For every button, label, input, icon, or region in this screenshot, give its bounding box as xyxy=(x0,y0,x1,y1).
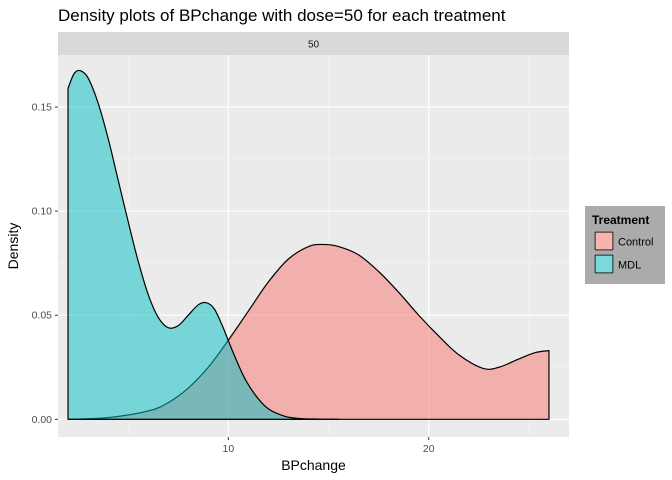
legend-swatch-mdl xyxy=(594,254,614,274)
legend-swatch-control xyxy=(594,231,614,251)
x-tick-label: 10 xyxy=(222,443,234,455)
x-axis-ticks: 10 20 xyxy=(222,437,435,455)
legend-title: Treatment xyxy=(592,213,649,227)
legend: Treatment Control MDL xyxy=(585,206,665,284)
y-axis-title: Density xyxy=(5,223,21,270)
facet-strip-label: 50 xyxy=(308,40,320,51)
y-tick-label: 0.00 xyxy=(32,414,53,426)
x-axis-title: BPchange xyxy=(281,457,346,473)
legend-label-control: Control xyxy=(618,237,653,249)
x-tick-label: 20 xyxy=(423,443,435,455)
facet-strip xyxy=(58,32,569,55)
y-tick-label: 0.15 xyxy=(32,102,53,114)
y-tick-label: 0.10 xyxy=(32,206,53,218)
legend-label-mdl: MDL xyxy=(618,260,641,272)
chart-title: Density plots of BPchange with dose=50 f… xyxy=(58,6,506,25)
density-area-mdl xyxy=(67,69,340,420)
density-areas xyxy=(67,69,550,420)
y-axis-ticks: 0.00 0.05 0.10 0.15 xyxy=(32,102,58,426)
y-tick-label: 0.05 xyxy=(32,310,53,322)
